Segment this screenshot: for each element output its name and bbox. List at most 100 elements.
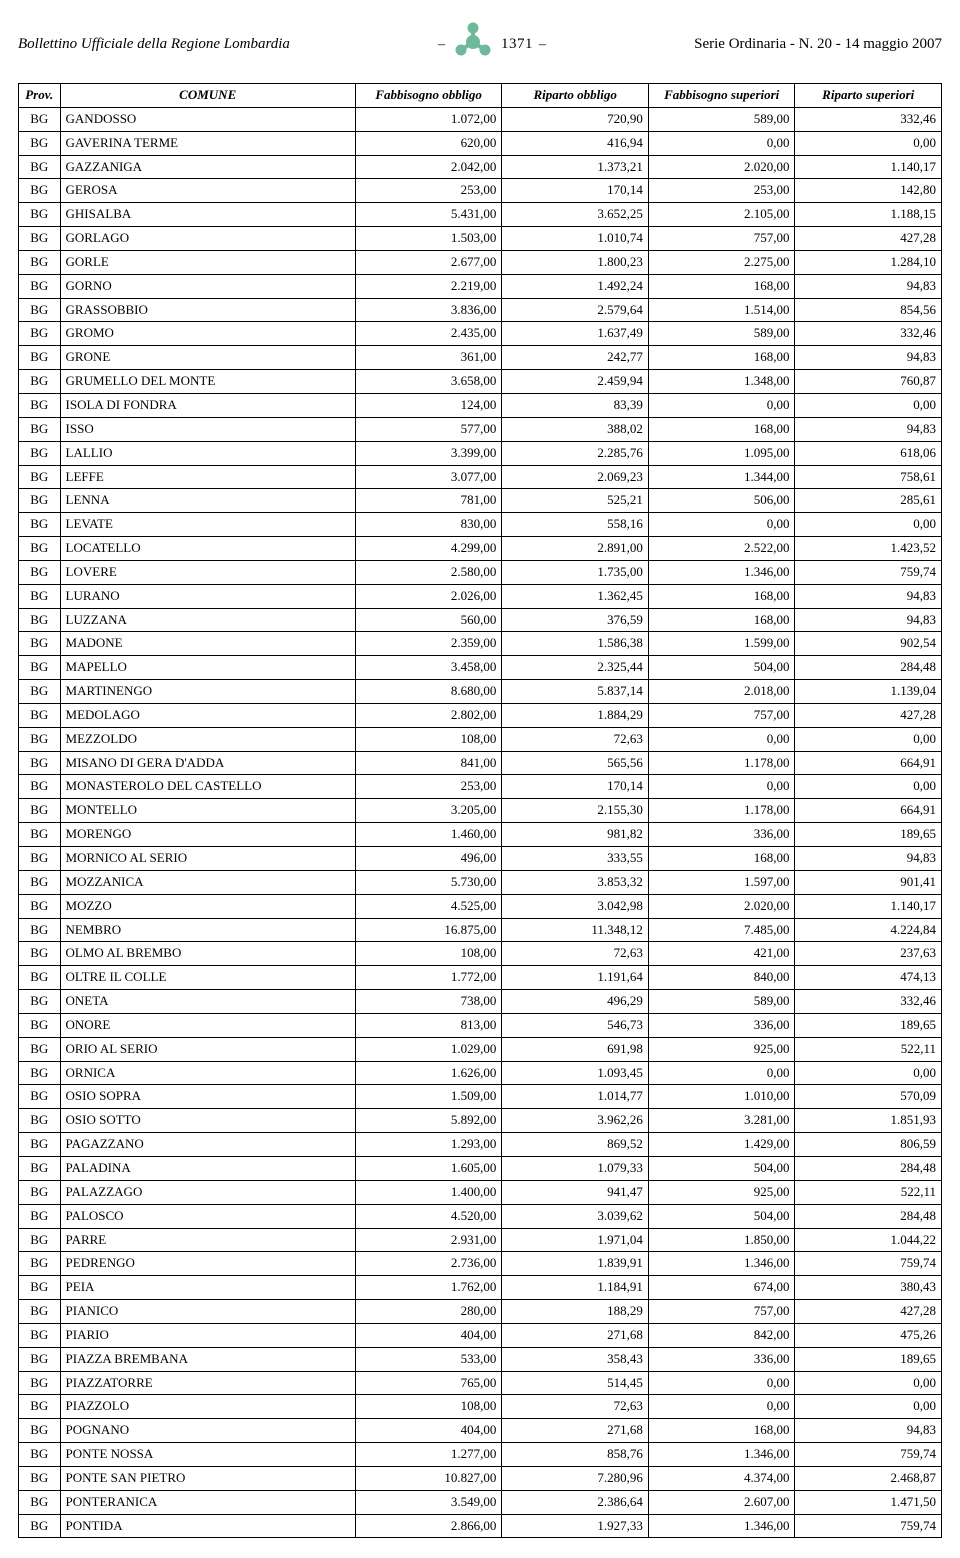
cell: 1.884,29 xyxy=(502,703,649,727)
cell: BG xyxy=(19,823,61,847)
table-row: BGLALLIO3.399,002.285,761.095,00618,06 xyxy=(19,441,942,465)
cell: BG xyxy=(19,870,61,894)
cell: 72,63 xyxy=(502,727,649,751)
cell: 2.219,00 xyxy=(355,274,502,298)
cell: 142,80 xyxy=(795,179,942,203)
cell: 5.892,00 xyxy=(355,1109,502,1133)
cell: 504,00 xyxy=(648,1204,795,1228)
cell: 427,28 xyxy=(795,1300,942,1324)
cell: 376,59 xyxy=(502,608,649,632)
cell: BG xyxy=(19,656,61,680)
cell: PIARIO xyxy=(60,1323,355,1347)
cell: 336,00 xyxy=(648,823,795,847)
cell: 757,00 xyxy=(648,1300,795,1324)
cell: 2.069,23 xyxy=(502,465,649,489)
cell: PALADINA xyxy=(60,1156,355,1180)
cell: BG xyxy=(19,227,61,251)
cell: 189,65 xyxy=(795,823,942,847)
cell: 2.020,00 xyxy=(648,894,795,918)
cell: 620,00 xyxy=(355,131,502,155)
cell: 404,00 xyxy=(355,1419,502,1443)
cell: 0,00 xyxy=(795,1395,942,1419)
cell: BG xyxy=(19,727,61,751)
cell: PIAZZATORRE xyxy=(60,1371,355,1395)
cell: BG xyxy=(19,942,61,966)
cell: GAVERINA TERME xyxy=(60,131,355,155)
cell: ISSO xyxy=(60,417,355,441)
cell: BG xyxy=(19,1133,61,1157)
cell: 0,00 xyxy=(648,393,795,417)
cell: LEVATE xyxy=(60,513,355,537)
series-info: Serie Ordinaria - N. 20 - 14 maggio 2007 xyxy=(694,36,942,53)
cell: LUZZANA xyxy=(60,608,355,632)
cell: 781,00 xyxy=(355,489,502,513)
cell: 3.853,32 xyxy=(502,870,649,894)
cell: 2.866,00 xyxy=(355,1514,502,1538)
cell: GORNO xyxy=(60,274,355,298)
cell: 830,00 xyxy=(355,513,502,537)
cell: 2.802,00 xyxy=(355,703,502,727)
cell: 3.399,00 xyxy=(355,441,502,465)
cell: 361,00 xyxy=(355,346,502,370)
cell: PARRE xyxy=(60,1228,355,1252)
cell: 285,61 xyxy=(795,489,942,513)
table-row: BGGORNO2.219,001.492,24168,0094,83 xyxy=(19,274,942,298)
cell: GHISALBA xyxy=(60,203,355,227)
cell: MADONE xyxy=(60,632,355,656)
cell: BG xyxy=(19,608,61,632)
cell: 1.346,00 xyxy=(648,1252,795,1276)
cell: MOZZANICA xyxy=(60,870,355,894)
cell: 925,00 xyxy=(648,1037,795,1061)
cell: 2.386,64 xyxy=(502,1490,649,1514)
cell: PAGAZZANO xyxy=(60,1133,355,1157)
cell: 168,00 xyxy=(648,274,795,298)
cell: BG xyxy=(19,751,61,775)
table-row: BGONORE813,00546,73336,00189,65 xyxy=(19,1013,942,1037)
cell: 589,00 xyxy=(648,322,795,346)
cell: BG xyxy=(19,1371,61,1395)
cell: 664,91 xyxy=(795,799,942,823)
cell: 427,28 xyxy=(795,703,942,727)
cell: 108,00 xyxy=(355,942,502,966)
cell: 1.800,23 xyxy=(502,250,649,274)
cell: PONTERANICA xyxy=(60,1490,355,1514)
table-row: BGPIANICO280,00188,29757,00427,28 xyxy=(19,1300,942,1324)
cell: GRUMELLO DEL MONTE xyxy=(60,370,355,394)
table-row: BGPALAZZAGO1.400,00941,47925,00522,11 xyxy=(19,1180,942,1204)
cell: 546,73 xyxy=(502,1013,649,1037)
cell: 2.105,00 xyxy=(648,203,795,227)
cell: 0,00 xyxy=(795,1061,942,1085)
cell: 901,41 xyxy=(795,870,942,894)
cell: 1.503,00 xyxy=(355,227,502,251)
cell: BG xyxy=(19,1300,61,1324)
cell: ORIO AL SERIO xyxy=(60,1037,355,1061)
table-row: BGGAVERINA TERME620,00416,940,000,00 xyxy=(19,131,942,155)
table-row: BGLEVATE830,00558,160,000,00 xyxy=(19,513,942,537)
cell: 560,00 xyxy=(355,608,502,632)
cell: 691,98 xyxy=(502,1037,649,1061)
cell: 170,14 xyxy=(502,775,649,799)
cell: 188,29 xyxy=(502,1300,649,1324)
cell: 358,43 xyxy=(502,1347,649,1371)
table-row: BGPALOSCO4.520,003.039,62504,00284,48 xyxy=(19,1204,942,1228)
page-number-block: – 1371 – xyxy=(438,20,546,69)
cell: 404,00 xyxy=(355,1323,502,1347)
cell: 1.093,45 xyxy=(502,1061,649,1085)
table-row: BGGORLAGO1.503,001.010,74757,00427,28 xyxy=(19,227,942,251)
cell: 189,65 xyxy=(795,1347,942,1371)
cell: 720,90 xyxy=(502,107,649,131)
cell: 0,00 xyxy=(795,1371,942,1395)
cell: 3.836,00 xyxy=(355,298,502,322)
cell: 902,54 xyxy=(795,632,942,656)
cell: 1.599,00 xyxy=(648,632,795,656)
cell: 1.346,00 xyxy=(648,1514,795,1538)
cell: PIAZZOLO xyxy=(60,1395,355,1419)
cell: BG xyxy=(19,990,61,1014)
table-row: BGPOGNANO404,00271,68168,0094,83 xyxy=(19,1419,942,1443)
cell: 589,00 xyxy=(648,990,795,1014)
cell: LOCATELLO xyxy=(60,537,355,561)
cell: 1.044,22 xyxy=(795,1228,942,1252)
cell: MONASTEROLO DEL CASTELLO xyxy=(60,775,355,799)
cell: 284,48 xyxy=(795,656,942,680)
cell: 3.962,26 xyxy=(502,1109,649,1133)
